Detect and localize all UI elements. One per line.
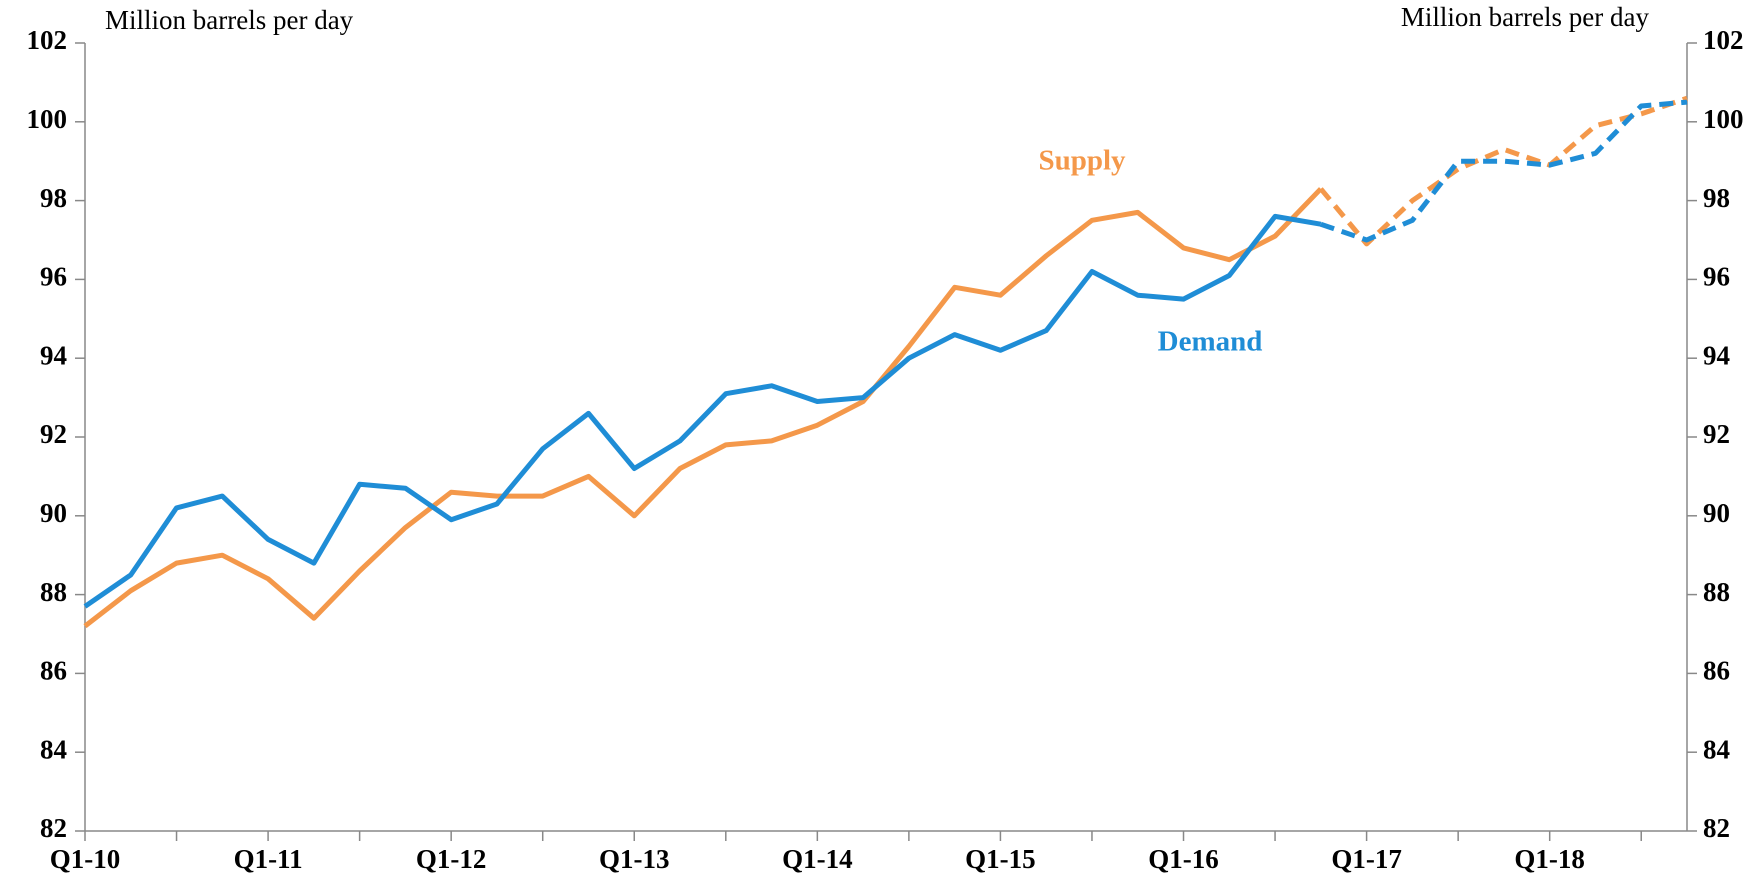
y-tick-label: 100 [27,104,68,134]
x-tick-label: Q1-16 [1148,844,1219,874]
y2-tick-label: 102 [1703,25,1744,55]
x-tick-label: Q1-18 [1514,844,1585,874]
y-tick-label: 90 [40,498,67,528]
y2-tick-label: 96 [1703,262,1730,292]
y-tick-label: 98 [40,183,67,213]
y2-tick-label: 90 [1703,498,1730,528]
x-tick-label: Q1-15 [965,844,1036,874]
y-tick-label: 86 [40,656,67,686]
x-tick-label: Q1-10 [50,844,121,874]
x-tick-label: Q1-17 [1331,844,1402,874]
annotation: Demand [1158,326,1263,358]
y2-tick-label: 84 [1703,734,1730,764]
y-tick-label: 94 [40,340,67,370]
x-tick-label: Q1-13 [599,844,670,874]
y2-tick-label: 86 [1703,656,1730,686]
y2-tick-label: 92 [1703,419,1730,449]
y2-axis-label: Million barrels per day [1401,2,1650,32]
annotation: Supply [1038,145,1126,177]
y-tick-label: 84 [40,734,67,764]
y2-tick-label: 82 [1703,813,1730,843]
y2-tick-label: 88 [1703,577,1730,607]
y-tick-label: 82 [40,813,67,843]
x-tick-label: Q1-11 [234,844,303,874]
y-tick-label: 102 [27,25,68,55]
y2-tick-label: 100 [1703,104,1744,134]
y2-tick-label: 98 [1703,183,1730,213]
y-tick-label: 96 [40,262,67,292]
y-axis-label: Million barrels per day [105,5,354,35]
y-tick-label: 92 [40,419,67,449]
series-line-dashed [1318,95,1688,247]
y-tick-label: 88 [40,577,67,607]
series-line [83,213,1322,609]
x-tick-label: Q1-12 [416,844,487,874]
series-line-dashed [1319,99,1688,243]
y2-tick-label: 94 [1703,340,1730,370]
series-line [83,187,1323,629]
x-tick-label: Q1-14 [782,844,853,874]
